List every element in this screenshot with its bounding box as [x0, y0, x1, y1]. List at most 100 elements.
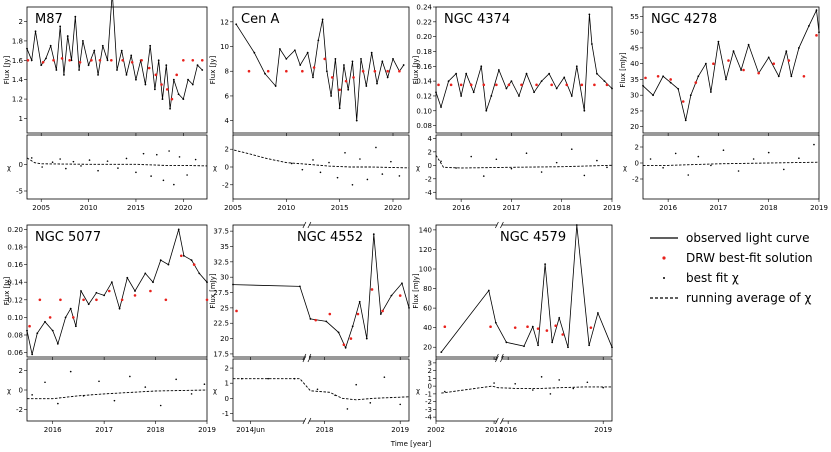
chi-point	[555, 161, 558, 164]
observed-point	[360, 57, 362, 60]
observed-point	[56, 342, 59, 345]
observed-point	[603, 80, 606, 83]
observed-point	[31, 353, 34, 356]
observed-point	[401, 282, 403, 285]
chi-xtick-label: 2019	[810, 204, 828, 212]
chi-xtick-label: 2017	[95, 426, 113, 434]
observed-point	[169, 107, 171, 110]
drw-fit-point	[742, 68, 745, 72]
observed-point	[144, 272, 147, 275]
drw-fit-point	[449, 83, 453, 87]
chi-point	[98, 380, 100, 383]
chi-point	[159, 404, 162, 407]
chi-xtick-label: 2019	[391, 426, 409, 434]
observed-point	[440, 351, 443, 354]
observed-point	[790, 75, 793, 78]
flux-ytick-label: 1	[19, 115, 23, 123]
observed-point	[747, 43, 750, 46]
observed-point	[51, 329, 54, 332]
drw-fit-point	[681, 100, 685, 103]
flux-ytick-label: 0.18	[416, 48, 432, 56]
drw-fit-point	[593, 83, 596, 87]
flux-ytick-label: 12	[220, 18, 229, 26]
drw-fit-point	[469, 83, 473, 87]
observed-point	[120, 49, 123, 52]
observed-point	[480, 65, 483, 68]
observed-point	[153, 88, 156, 91]
drw-fit-point	[669, 78, 672, 81]
observed-point	[279, 48, 281, 50]
observed-point	[330, 95, 333, 97]
observed-point	[402, 64, 405, 66]
chi-point	[65, 167, 67, 170]
axis-break-gap	[497, 356, 502, 362]
observed-point	[106, 59, 109, 62]
chi-point	[383, 376, 386, 378]
chi-ylabel: χ	[416, 387, 420, 395]
observed-point	[125, 73, 128, 76]
chi-point	[203, 383, 206, 385]
flux-ytick-label: 80	[423, 285, 432, 293]
chi-point	[514, 383, 516, 385]
observed-point	[440, 106, 442, 108]
drw-fit-point	[330, 76, 334, 79]
flux-axes-frame	[26, 6, 208, 134]
axis-break-mark	[500, 417, 504, 425]
chi-ytick-label: -1	[222, 410, 229, 418]
observed-point	[66, 35, 69, 37]
chi-ytick-label: -4	[425, 189, 433, 197]
observed-point	[299, 64, 302, 66]
chi-ylabel: χ	[213, 387, 217, 395]
panel-title: NGC 4552	[297, 230, 363, 245]
observed-point	[69, 307, 72, 310]
drw-fit-point	[98, 59, 102, 62]
flux-ytick-label: 0.20	[416, 33, 432, 41]
axis-break-mark	[307, 221, 312, 229]
drw-fit-point	[589, 326, 593, 329]
drw-fit-point	[68, 59, 71, 62]
chi-point	[328, 161, 330, 164]
axis-break-gap	[497, 418, 502, 424]
flux-ytick-label: 0.12	[416, 92, 432, 100]
observed-point	[551, 341, 554, 344]
chi-xtick-label: 2018	[760, 204, 778, 212]
chi-point	[44, 381, 46, 384]
observed-point	[487, 289, 490, 292]
chi-ytick-label: -2	[425, 175, 432, 183]
observed-point	[190, 259, 193, 262]
drw-fit-point	[712, 62, 715, 65]
chi-point	[117, 167, 119, 169]
observed-light-curve	[235, 19, 405, 121]
observed-point	[81, 40, 84, 42]
panel-ngc-4278: NGC 4278 Flux [mJy] χ 20 25 30 35 40 45 50 55 -2 0 2 2…	[619, 6, 828, 212]
chi-axes-frame	[642, 134, 820, 200]
observed-point	[206, 281, 208, 284]
flux-ylabel: Flux [mJy]	[619, 52, 627, 88]
drw-fit-point	[192, 263, 196, 266]
chi-point	[722, 149, 725, 151]
chi-ytick-label: 4	[428, 135, 433, 143]
chi-ytick-label: 3	[428, 359, 432, 367]
observed-point	[177, 228, 180, 231]
chi-axes-frame	[26, 358, 208, 422]
chi-point	[106, 160, 109, 162]
chi-xtick-label: 2017	[503, 204, 521, 212]
observed-point	[293, 49, 296, 52]
flux-ytick-label: 0.06	[7, 349, 23, 357]
flux-ytick-label: 50	[630, 29, 639, 37]
observed-point	[253, 51, 256, 54]
observed-point	[365, 85, 368, 87]
observed-point	[45, 57, 47, 60]
panel-cen-a: Cen A Flux [Jy] χ 4 6 8 10 12 -2 0 2 2005 2010 2015 20…	[209, 6, 410, 212]
chi-ytick-label: 0	[428, 383, 432, 391]
observed-point	[351, 325, 354, 328]
chi-ytick-label: 2	[19, 367, 23, 375]
observed-point	[49, 44, 52, 47]
drw-fit-point	[301, 69, 304, 73]
chi-xtick-label: 2016	[659, 204, 677, 212]
chi-point	[125, 157, 128, 160]
drw-fit-point	[107, 289, 111, 293]
chi-point	[142, 152, 145, 155]
chi-xtick-label: 2019	[603, 204, 621, 212]
